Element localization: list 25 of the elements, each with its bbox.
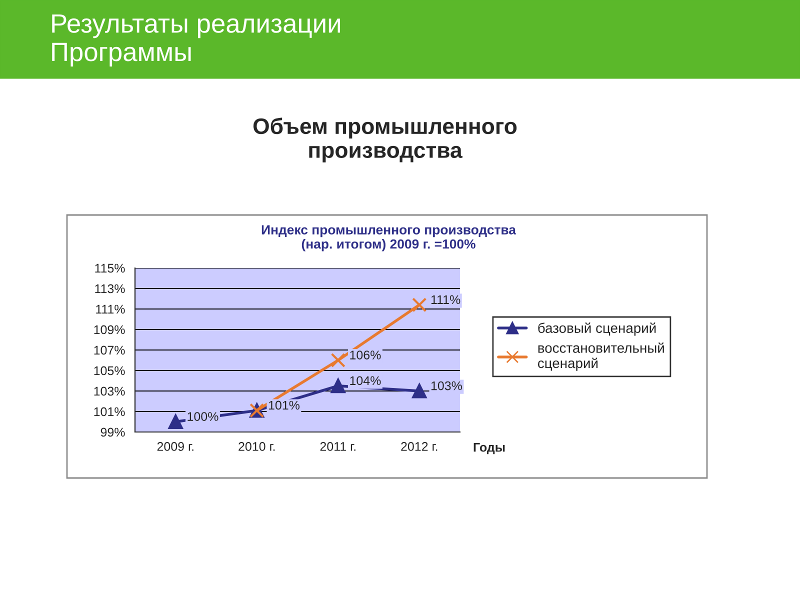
y-tick-label: 103% — [94, 386, 125, 396]
x-tick-label: 2011 г. — [320, 442, 356, 451]
data-label: 106% — [350, 350, 381, 360]
data-label: 104% — [350, 376, 381, 386]
x-axis-title: Годы — [474, 443, 505, 454]
x-tick-label: 2012 г. — [401, 442, 438, 451]
text: Результаты реализации Программы — [52, 14, 340, 67]
y-tick-label: 99% — [100, 428, 125, 437]
data-label: 100% — [188, 412, 218, 421]
y-tick-label: 115% — [95, 264, 125, 273]
chart-title: Индекс промышленного производства (нар. итогом) 2009 г. =100% — [262, 225, 516, 252]
y-tick-label: 113% — [95, 284, 125, 294]
legend-label: базовый сценарий — [538, 322, 656, 336]
y-tick-label: 111% — [96, 304, 125, 314]
y-tick-label: 105% — [94, 366, 125, 376]
legend-label: восстановительный сценарий — [538, 342, 664, 371]
data-label: 103% — [431, 381, 462, 390]
x-tick-label: 2009 г. — [157, 442, 194, 451]
y-tick-label: 101% — [94, 407, 125, 416]
y-tick-label: 109% — [94, 325, 125, 334]
y-tick-label: 107% — [94, 346, 125, 355]
data-label: 101% — [268, 400, 300, 410]
data-label: 111% — [431, 295, 460, 304]
x-tick-label: 2010 г. — [238, 442, 275, 451]
text: Объем промышленного производства — [253, 118, 517, 162]
